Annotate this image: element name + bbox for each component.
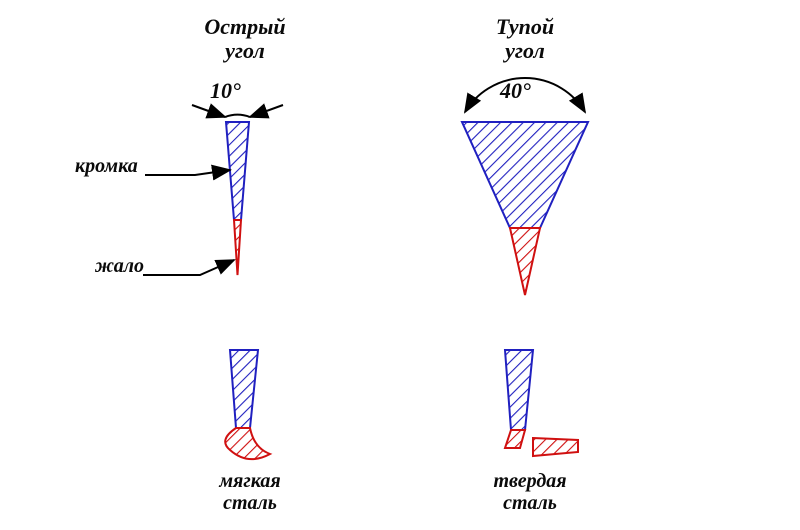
left-title-line1: Острый [204,14,285,39]
right-title-line2: угол [505,38,545,63]
leader-lines [143,170,234,275]
point-label: жало [95,255,144,278]
right-bottom-line2: сталь [503,492,557,514]
left-bottom-line1: мягкая [219,470,280,492]
right-obtuse-blade [462,78,588,295]
right-bottom-line1: твердая [493,470,566,492]
left-angle-label: 10° [210,78,241,104]
left-title-line2: угол [225,38,265,63]
left-bottom-line2: сталь [223,492,277,514]
left-soft-steel [225,350,270,459]
right-title-line1: Тупой [496,14,554,39]
right-angle-label: 40° [500,78,531,104]
edge-label: кромка [75,155,138,178]
left-title: Острый угол [165,15,325,63]
left-bottom-label: мягкая сталь [180,470,320,514]
right-bottom-label: твердая сталь [460,470,600,514]
left-acute-blade [192,105,283,275]
right-title: Тупой угол [445,15,605,63]
right-hard-steel [505,350,578,456]
